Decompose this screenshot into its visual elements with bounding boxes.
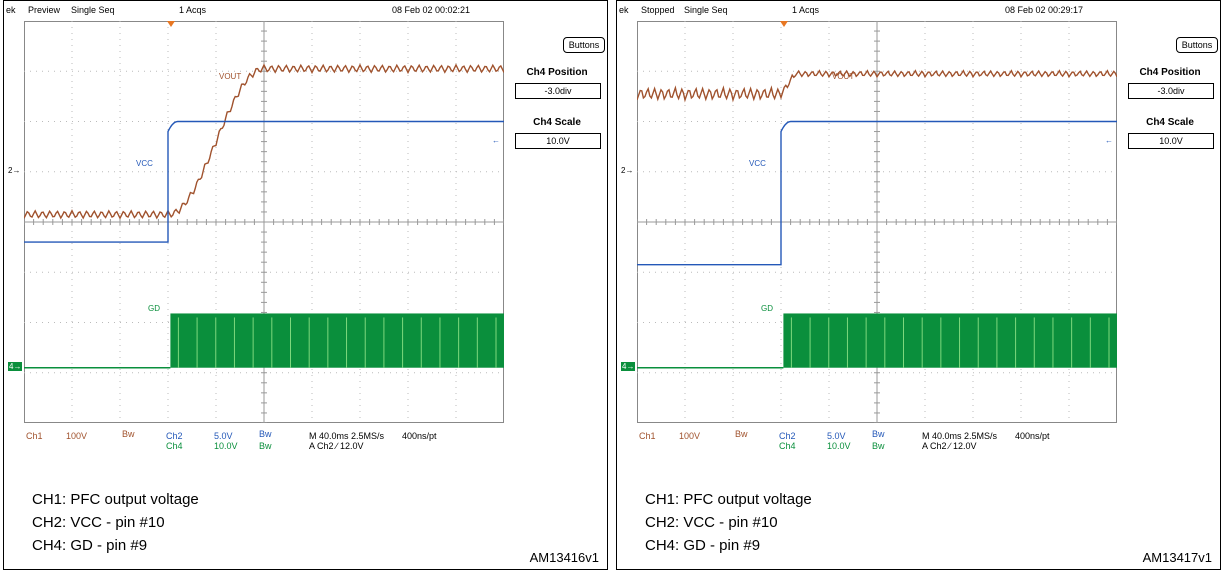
arrow-left-icon: ← [1105, 135, 1113, 145]
arrow-right-icon: → [626, 361, 635, 371]
acq-mode: Single Seq [684, 5, 728, 15]
ch4-position-value[interactable]: -3.0div [515, 83, 601, 99]
date-time: 08 Feb 02 00:29:17 [1005, 5, 1084, 15]
ch4-position-label: Ch4 Position [1139, 67, 1201, 78]
acq-count: 1 Acqs [179, 5, 207, 15]
ch2-marker-label: 2 [621, 165, 626, 175]
caption-line: CH4: GD - pin #9 [645, 537, 761, 554]
status-prefix: ek [619, 5, 629, 15]
graticule: VOUT VCC GD [637, 21, 1117, 423]
readout-ch1: Ch1 [639, 431, 656, 441]
ch4-marker-label: 4 [9, 361, 14, 371]
readout-ch1-bw: Bw [735, 429, 748, 439]
series-line-vcc [637, 120, 1117, 266]
arrow-left-icon: ← [492, 135, 500, 145]
acq-count: 1 Acqs [792, 5, 820, 15]
caption-line: CH1: PFC output voltage [645, 491, 812, 508]
ch4-scale-label: Ch4 Scale [533, 117, 581, 128]
arrow-right-icon: → [12, 165, 21, 175]
series-gd-fill [170, 313, 504, 368]
ch4-scale-label: Ch4 Scale [1146, 117, 1194, 128]
readout-trigger: A Ch2 ∕ 12.0V [922, 441, 977, 451]
scope-panel-left: ek Preview Single Seq 1 Acqs 08 Feb 02 00:02… [3, 0, 608, 570]
ch4-ground-marker: 4→ [621, 361, 636, 371]
readout-record-length: 400ns/pt [1015, 431, 1050, 441]
caption-line: CH4: GD - pin #9 [32, 537, 148, 554]
arrow-right-icon: → [13, 361, 22, 371]
status-prefix: ek [6, 5, 16, 15]
series-gd-fill [783, 313, 1117, 368]
ch4-scale-value[interactable]: 10.0V [1128, 133, 1214, 149]
series-line-vcc [24, 120, 504, 243]
label-vcc: VCC [136, 159, 153, 168]
ch4-scale-value[interactable]: 10.0V [515, 133, 601, 149]
readout-ch1-bw: Bw [122, 429, 135, 439]
figure-id: AM13417v1 [1142, 550, 1212, 565]
ch2-ground-marker: 2→ [8, 166, 20, 175]
buttons-button[interactable]: Buttons [563, 37, 605, 53]
date-time: 08 Feb 02 00:02:21 [392, 5, 471, 15]
trigger-position-marker [167, 21, 175, 27]
graticule: VOUT VCC GD [24, 21, 504, 423]
acq-state: Preview [28, 5, 61, 15]
ch2-ground-marker: 2→ [621, 166, 633, 175]
readout-record-length: 400ns/pt [402, 431, 437, 441]
ch4-ground-marker: 4→ [8, 361, 23, 371]
status-bar: ek Stopped Single Seq 1 Acqs 08 Feb 02 00:29… [617, 5, 1220, 19]
readout-ch4: Ch4 [779, 441, 796, 451]
readout-ch4: Ch4 [166, 441, 183, 451]
acq-state: Stopped [641, 5, 675, 15]
caption-line: CH2: VCC - pin #10 [645, 514, 778, 531]
readout-ch2-scale: 5.0V [827, 431, 846, 441]
series-line-vout [637, 69, 1117, 103]
readout-ch4-bw: Bw [259, 441, 272, 451]
label-vout: VOUT [219, 72, 241, 81]
readout-trigger: A Ch2 ∕ 12.0V [309, 441, 364, 451]
readout-ch4-scale: 10.0V [214, 441, 238, 451]
acq-mode: Single Seq [71, 5, 115, 15]
readout-ch2-bw: Bw [872, 429, 885, 439]
buttons-button[interactable]: Buttons [1176, 37, 1218, 53]
readout-ch1-scale: 100V [66, 431, 88, 441]
figure-id: AM13416v1 [529, 550, 599, 565]
ch4-position-value[interactable]: -3.0div [1128, 83, 1214, 99]
status-bar: ek Preview Single Seq 1 Acqs 08 Feb 02 00:02… [4, 5, 607, 19]
trigger-position-marker [780, 21, 788, 27]
readout-ch4-bw: Bw [872, 441, 885, 451]
ch4-position-label: Ch4 Position [526, 67, 588, 78]
readout-ch2: Ch2 [166, 431, 183, 441]
readout-ch1-scale: 100V [679, 431, 701, 441]
readout-ch2: Ch2 [779, 431, 796, 441]
readout-ch1: Ch1 [26, 431, 43, 441]
scope-panel-right: ek Stopped Single Seq 1 Acqs 08 Feb 02 00:29… [616, 0, 1221, 570]
readout-timebase: M 40.0ms 2.5MS/s [922, 431, 998, 441]
label-gd: GD [761, 304, 773, 313]
readout-ch4-scale: 10.0V [827, 441, 851, 451]
readout-ch2-bw: Bw [259, 429, 272, 439]
label-gd: GD [148, 304, 160, 313]
arrow-right-icon: → [625, 165, 634, 175]
ch4-marker-label: 4 [622, 361, 627, 371]
readout-timebase: M 40.0ms 2.5MS/s [309, 431, 385, 441]
series-line-vout [24, 63, 504, 220]
readout-ch2-scale: 5.0V [214, 431, 233, 441]
label-vout: VOUT [832, 72, 854, 81]
label-vcc: VCC [749, 159, 766, 168]
caption-line: CH1: PFC output voltage [32, 491, 199, 508]
ch2-marker-label: 2 [8, 165, 13, 175]
caption-line: CH2: VCC - pin #10 [32, 514, 165, 531]
